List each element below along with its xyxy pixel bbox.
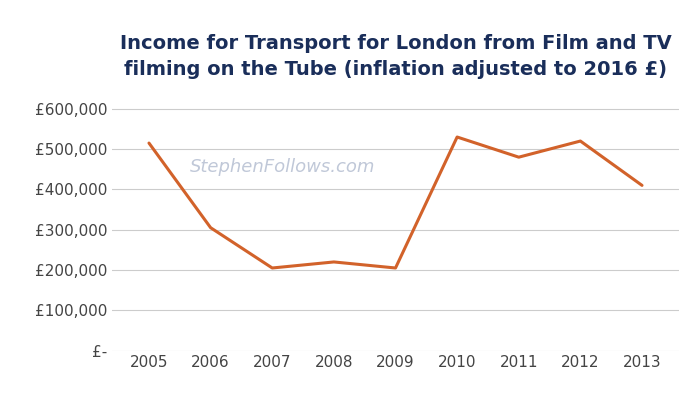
Title: Income for Transport for London from Film and TV
filming on the Tube (inflation : Income for Transport for London from Fil…: [120, 34, 671, 79]
Text: StephenFollows.com: StephenFollows.com: [190, 158, 374, 176]
